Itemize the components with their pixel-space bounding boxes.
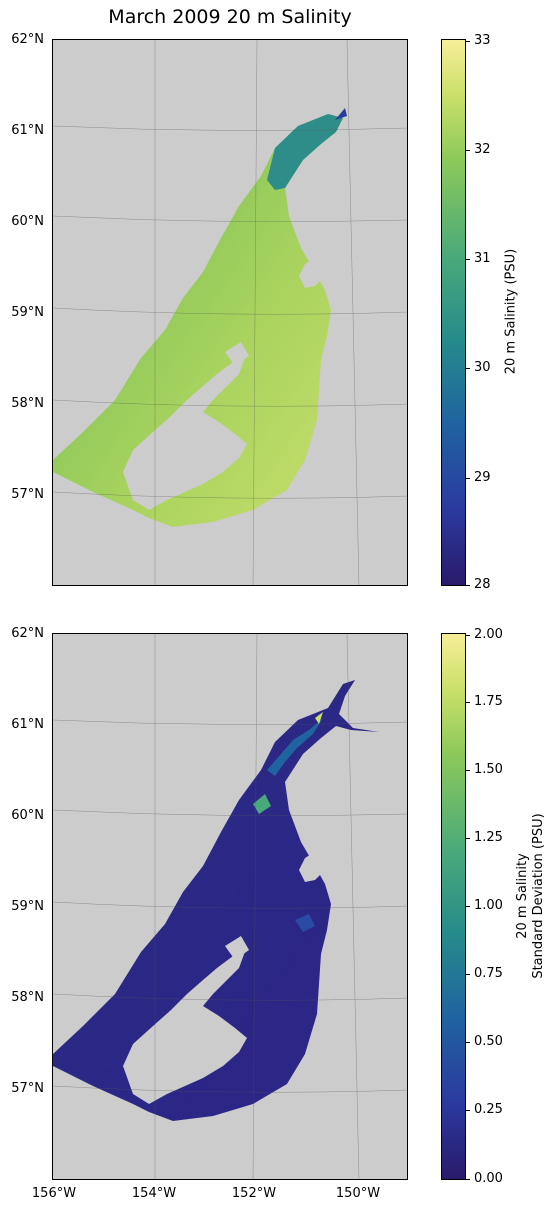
- colorbar-tick: 28: [474, 577, 491, 592]
- colorbar-tick: 30: [474, 360, 491, 375]
- lat-label: 61°N: [11, 717, 44, 732]
- colorbar-tick: 0.75: [474, 966, 503, 981]
- colorbar-tick: 29: [474, 470, 491, 485]
- salinity-map-panel: [52, 39, 408, 586]
- lon-label: 150°W: [335, 1186, 381, 1201]
- colorbar-tick: 0.25: [474, 1102, 503, 1117]
- salinity-colorbar: [441, 39, 466, 586]
- std-field: [53, 680, 379, 1121]
- lat-label: 60°N: [11, 808, 44, 823]
- lat-label: 62°N: [11, 626, 44, 641]
- std-colorbar-label-line2: Standard Deviation (PSU): [531, 813, 546, 979]
- lon-label: 152°W: [231, 1186, 277, 1201]
- colorbar-tick: 0.50: [474, 1034, 503, 1049]
- salinity-std-map-panel: [52, 633, 408, 1180]
- lat-label: 62°N: [11, 32, 44, 47]
- lat-label: 57°N: [11, 487, 44, 502]
- colorbar-tick: 33: [474, 33, 491, 48]
- lat-label: 58°N: [11, 990, 44, 1005]
- graticule: [53, 40, 407, 585]
- colorbar-tick: 1.75: [474, 694, 503, 709]
- lat-label: 61°N: [11, 123, 44, 138]
- colorbar-tick: 0.00: [474, 1171, 503, 1186]
- graticule: [53, 634, 407, 1179]
- lat-label: 57°N: [11, 1081, 44, 1096]
- lon-label: 154°W: [131, 1186, 177, 1201]
- colorbar-tick: 1.00: [474, 898, 503, 913]
- colorbar-tick: 31: [474, 251, 491, 266]
- std-colorbar: [441, 633, 466, 1180]
- lon-label: 156°W: [31, 1186, 77, 1201]
- salinity-map: [53, 40, 407, 585]
- colorbar-tick: 32: [474, 142, 491, 157]
- colorbar-tick: 1.50: [474, 762, 503, 777]
- colorbar-tick: 2.00: [474, 627, 503, 642]
- salinity-std-map: [53, 634, 407, 1179]
- std-colorbar-label-line1: 20 m Salinity: [515, 853, 530, 939]
- lat-label: 58°N: [11, 396, 44, 411]
- colorbar-tick: 1.25: [474, 830, 503, 845]
- lat-label: 59°N: [11, 899, 44, 914]
- lat-label: 60°N: [11, 214, 44, 229]
- kodiak-island: [123, 352, 247, 510]
- figure-title: March 2009 20 m Salinity: [108, 6, 352, 28]
- salinity-field: [53, 114, 343, 527]
- lat-label: 59°N: [11, 305, 44, 320]
- salinity-colorbar-label: 20 m Salinity (PSU): [503, 248, 519, 375]
- std-colorbar-label: 20 m Salinity Standard Deviation (PSU): [515, 791, 547, 1001]
